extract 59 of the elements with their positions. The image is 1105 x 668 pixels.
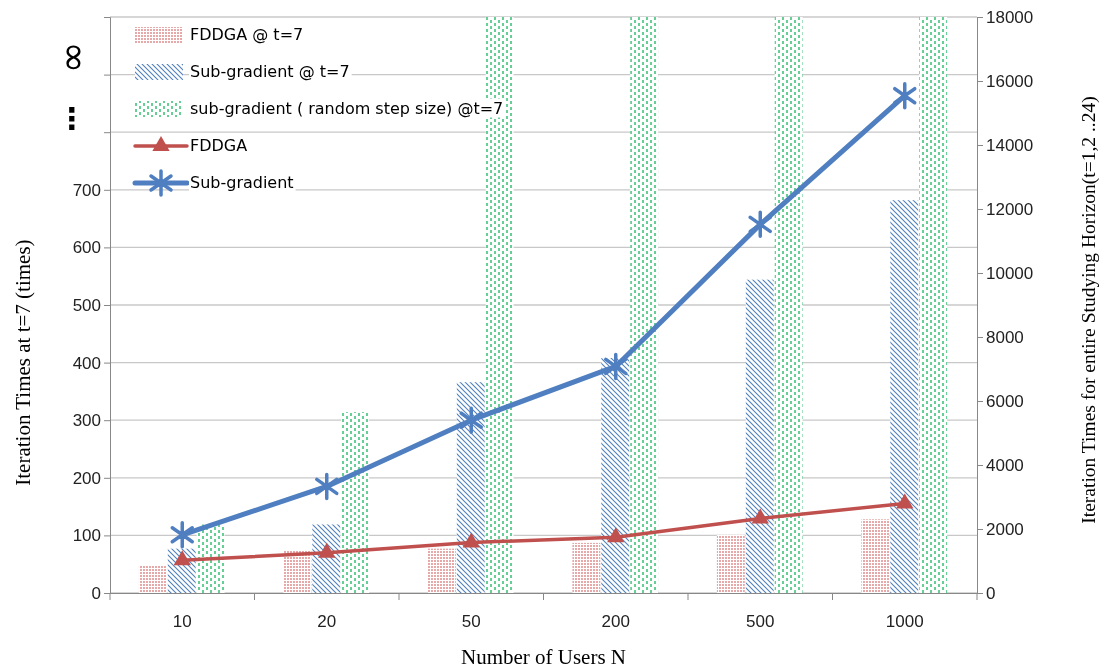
bar bbox=[456, 382, 485, 593]
point bbox=[893, 81, 917, 110]
y2-tick-label: 2000 bbox=[986, 519, 1024, 539]
point bbox=[462, 532, 480, 548]
y-tick-label: 500 bbox=[72, 295, 101, 315]
bar bbox=[341, 412, 370, 593]
x-tick-label: 20 bbox=[317, 612, 337, 632]
y2-tick-label: 4000 bbox=[986, 455, 1024, 475]
text: ⋮ bbox=[57, 101, 87, 137]
legend-label: FDDGA bbox=[190, 135, 248, 155]
legend-label: Sub-gradient @ t=7 bbox=[190, 61, 350, 81]
y2-tick-label: 18000 bbox=[986, 7, 1034, 27]
bar bbox=[572, 542, 601, 593]
bar bbox=[919, 17, 948, 593]
y2-tick-label: 10000 bbox=[986, 263, 1034, 283]
y-axis-title: Iteration Times at t=7 (times) bbox=[11, 239, 35, 486]
point bbox=[748, 210, 772, 239]
bar bbox=[716, 534, 745, 593]
point bbox=[751, 508, 769, 524]
y2-axis-title: Iteration Times for entire Studying Horizon(t=1,2 ..24) bbox=[1078, 96, 1100, 524]
bar bbox=[601, 357, 630, 593]
bar bbox=[745, 279, 774, 593]
y2-tick-label: 6000 bbox=[986, 391, 1024, 411]
y-tick-label: 0 bbox=[91, 583, 101, 603]
point bbox=[315, 472, 339, 501]
bar bbox=[283, 550, 312, 593]
bar bbox=[427, 548, 456, 593]
x-tick-label: 1000 bbox=[885, 612, 924, 632]
y-tick-label: 100 bbox=[72, 526, 101, 546]
bar bbox=[861, 519, 890, 593]
bar bbox=[890, 200, 919, 593]
bar bbox=[630, 17, 659, 593]
y2-tick-label: 12000 bbox=[986, 199, 1034, 219]
y2-tick-label: 0 bbox=[986, 583, 996, 603]
bar bbox=[774, 17, 803, 593]
bar bbox=[196, 524, 225, 593]
x-tick-label: 500 bbox=[746, 612, 775, 632]
y-tick-label: 400 bbox=[72, 353, 101, 373]
point bbox=[896, 493, 914, 509]
bar bbox=[138, 565, 167, 593]
point bbox=[607, 527, 625, 543]
x-tick-label: 10 bbox=[172, 612, 192, 632]
y-tick-label: 600 bbox=[72, 238, 101, 258]
y-tick-label: 700 bbox=[72, 180, 101, 200]
x-axis-title: Number of Users N bbox=[460, 645, 627, 668]
legend-label: Sub-gradient bbox=[190, 172, 294, 192]
text: ∞ bbox=[52, 41, 97, 74]
y-tick-label: 300 bbox=[72, 411, 101, 431]
y-tick-label: 200 bbox=[72, 468, 101, 488]
legend-label: FDDGA @ t=7 bbox=[190, 24, 304, 44]
y2-tick-label: 16000 bbox=[986, 71, 1034, 91]
x-tick-label: 200 bbox=[601, 612, 630, 632]
point bbox=[173, 550, 191, 566]
y2-tick-label: 8000 bbox=[986, 327, 1024, 347]
x-tick-label: 50 bbox=[461, 612, 481, 632]
legend-label: sub-gradient ( random step size) @t=7 bbox=[190, 98, 504, 118]
point bbox=[604, 352, 628, 381]
y2-tick-label: 14000 bbox=[986, 135, 1034, 155]
point bbox=[459, 406, 483, 434]
